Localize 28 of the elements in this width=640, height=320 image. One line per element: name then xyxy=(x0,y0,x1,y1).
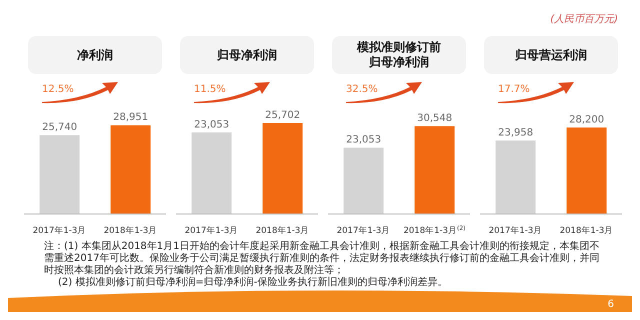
x-tick-label: 2017年1-3月 xyxy=(336,225,390,236)
data-label: 28,951 xyxy=(113,112,148,124)
chart-title: 模拟准则修订前归母净利润 xyxy=(356,40,442,70)
text: 11.5% xyxy=(194,84,226,95)
x-tick-label: 2018年1-3月 xyxy=(104,225,158,236)
chart-title: 净利润 xyxy=(77,48,113,62)
data-label: 28,200 xyxy=(569,114,604,126)
text: 6 xyxy=(608,299,614,310)
text: (2) 模拟准则修订前归母净利润=归母净利润-保险业务执行新旧准则的归母净利润差异。 xyxy=(57,277,448,289)
text: 17.7% xyxy=(498,84,530,95)
data-label: 23,053 xyxy=(194,119,230,130)
x-tick-label: 2018年1-3月$^{(2)}$ xyxy=(403,224,466,236)
text: 32.5% xyxy=(346,84,378,95)
x-tick-label: 2018年1-3月 xyxy=(560,225,614,236)
x-tick-label: 2017年1-3月 xyxy=(32,225,86,236)
text: 注：(1) 本集团从2018年1月1日开始的会计年度起采用新金融工具会计准则，根据新金融工具会计准则的衔接规定，本集团不需重述2017年可比数。保险业务于公司满足暂缓执行新准则的条件，法定财务报表继续执行修订前的金融工具会计准则，并同时按照本集团的会计政策另行编制符合新准则的财务报表及附注等； xyxy=(44,241,601,276)
text: 12.5% xyxy=(42,84,74,95)
data-label: 23,053 xyxy=(346,134,382,146)
x-tick-label: 2017年1-3月 xyxy=(184,225,238,236)
x-tick-label: 2018年1-3月 xyxy=(256,225,310,236)
data-label: 23,958 xyxy=(498,128,534,139)
data-label: 30,548 xyxy=(417,113,452,124)
data-label: 25,740 xyxy=(42,122,78,134)
x-tick-label: 2017年1-3月 xyxy=(488,225,542,236)
data-label: 25,702 xyxy=(265,110,300,122)
chart-title: 归母净利润 xyxy=(217,48,277,62)
text: (人民币百万元) xyxy=(550,12,618,26)
chart-title: 归母营运利润 xyxy=(515,48,587,62)
